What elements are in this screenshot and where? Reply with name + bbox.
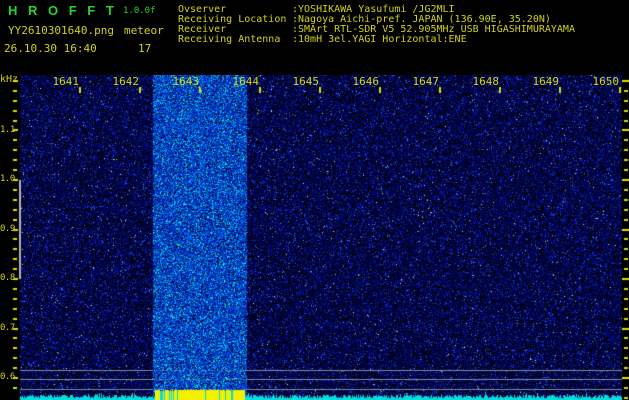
info-label: Receiving Location (178, 14, 287, 25)
info-line: Receiving Location :Nagoya Aichi-pref. JA… (178, 15, 575, 25)
station-info: Ovserver:YOSHIKAWA Yasufumi /JG2MLI Recei… (178, 5, 575, 45)
time-axis-label: 1650 (592, 75, 620, 88)
info-value: :SMArt RTL-SDR V5 52.905MHz USB HIGASHIM… (292, 24, 575, 35)
freq-axis-label: 1.1 (0, 124, 15, 135)
time-axis-label: 1648 (472, 75, 500, 88)
time-axis-label: 1647 (412, 75, 440, 88)
info-value: :Nagoya Aichi-pref. JAPAN (136.90E, 35.2… (292, 14, 551, 25)
info-value: :YOSHIKAWA Yasufumi /JG2MLI (292, 4, 455, 15)
info-label: Receiver (178, 24, 227, 35)
info-label: Ovserver (178, 4, 227, 15)
freq-axis-label: 0.9 (0, 223, 15, 234)
time-axis-label: 1642 (112, 75, 140, 88)
time-axis-label: 1643 (172, 75, 200, 88)
info-line: Receiver :SMArt RTL-SDR V5 52.905MHz USB … (178, 25, 575, 35)
echo-count: 17 (138, 42, 152, 55)
freq-axis-label: 0.6 (0, 372, 15, 382)
freq-axis-label: 0.8 (0, 273, 15, 283)
time-axis-label: 1646 (352, 75, 380, 88)
mode-label: meteor (124, 24, 164, 37)
info-line: Ovserver :YOSHIKAWA Yasufumi /JG2MLI (178, 5, 575, 15)
time-axis-label: 1641 (52, 75, 80, 88)
info-value: :10mH 3el.YAGI Horizontal:ENE (292, 34, 467, 45)
time-axis-label: 1649 (532, 75, 560, 88)
time-axis-label: 1645 (292, 75, 320, 88)
info-line: Receiving Antenna :10mH 3el.YAGI Horizont… (178, 35, 575, 45)
app-version: 1.0.0f (123, 6, 156, 16)
freq-axis-label: 1.0 (0, 174, 15, 184)
freq-axis-label: 0.7 (0, 322, 15, 333)
timestamp: 26.10.30 16:40 (4, 42, 97, 55)
spectrogram-canvas (0, 75, 629, 400)
time-axis-label: 1644 (232, 75, 260, 88)
app-title: H R O F F T (8, 3, 118, 18)
output-filename: YY2610301640.png (8, 24, 114, 37)
freq-axis-unit: kHz (0, 74, 19, 85)
info-label: Receiving Antenna (178, 34, 281, 45)
